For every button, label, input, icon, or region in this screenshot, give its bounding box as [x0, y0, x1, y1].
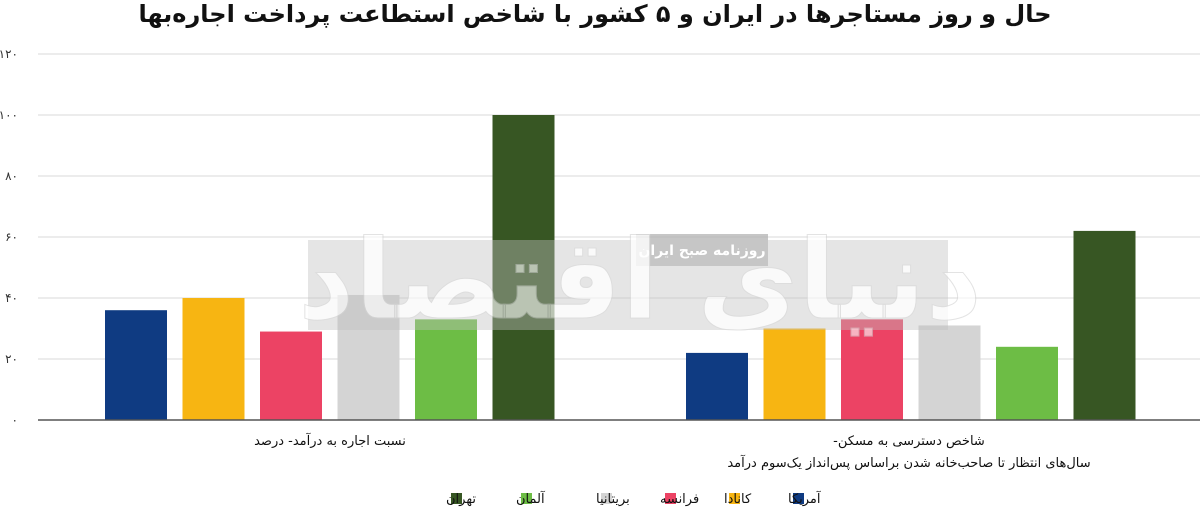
- legend-label: آلمان: [516, 490, 546, 507]
- watermark-band: [308, 240, 948, 330]
- y-tick-label: ۸۰: [5, 169, 18, 183]
- bar: [763, 328, 826, 420]
- watermark-tag-box: [636, 234, 768, 266]
- y-tick-label: ۶۰: [5, 230, 18, 244]
- legend: تهران آلمان بریتانیا فرانسه کانادا آمریکا: [446, 490, 822, 507]
- legend-label: فرانسه: [660, 492, 699, 507]
- chart-title: حال و روز مستاجرها در ایران و ۵ کشور با …: [138, 0, 1051, 28]
- category-label: شاخص دسترسی به مسکن-: [833, 434, 985, 449]
- bars: [105, 115, 1136, 420]
- legend-label: کانادا: [724, 492, 752, 507]
- legend-swatch: [521, 493, 532, 504]
- bar: [260, 331, 322, 420]
- bar: [918, 325, 981, 420]
- y-axis-ticks: ۰ ۲۰ ۴۰ ۶۰ ۸۰ ۱۰۰ ۱۲۰: [0, 47, 18, 427]
- bar: [492, 115, 555, 420]
- category-labels: نسبت اجاره به درآمد- درصد شاخص دسترسی به …: [254, 432, 1091, 471]
- legend-label: بریتانیا: [596, 492, 630, 507]
- legend-swatch: [729, 493, 740, 504]
- y-tick-label: ۱۰۰: [0, 108, 18, 122]
- y-tick-label: ۰: [12, 413, 18, 427]
- bar: [105, 310, 167, 420]
- bar: [841, 319, 903, 420]
- bar: [1073, 230, 1136, 420]
- category-label: سال‌های انتظار تا صاحب‌خانه شدن براساس پ…: [727, 454, 1090, 471]
- legend-label: آمریکا: [788, 490, 822, 507]
- bar: [182, 298, 245, 420]
- bar: [996, 346, 1058, 420]
- bar: [686, 352, 748, 420]
- y-tick-label: ۲۰: [5, 352, 18, 366]
- watermark-tag: روزنامه صبح ایران: [638, 243, 765, 259]
- legend-swatch: [601, 493, 612, 504]
- watermark-logo: دنیای اقتصاد: [298, 216, 982, 344]
- bar: [415, 319, 477, 420]
- legend-swatch: [451, 493, 462, 504]
- legend-swatch: [665, 493, 676, 504]
- y-tick-label: ۴۰: [5, 291, 18, 305]
- legend-swatch: [793, 493, 804, 504]
- watermark: روزنامه صبح ایران دنیای اقتصاد: [298, 216, 983, 345]
- y-tick-label: ۱۲۰: [0, 47, 18, 61]
- legend-label: تهران: [446, 492, 476, 507]
- category-label: نسبت اجاره به درآمد- درصد: [254, 432, 406, 449]
- bar: [337, 294, 400, 420]
